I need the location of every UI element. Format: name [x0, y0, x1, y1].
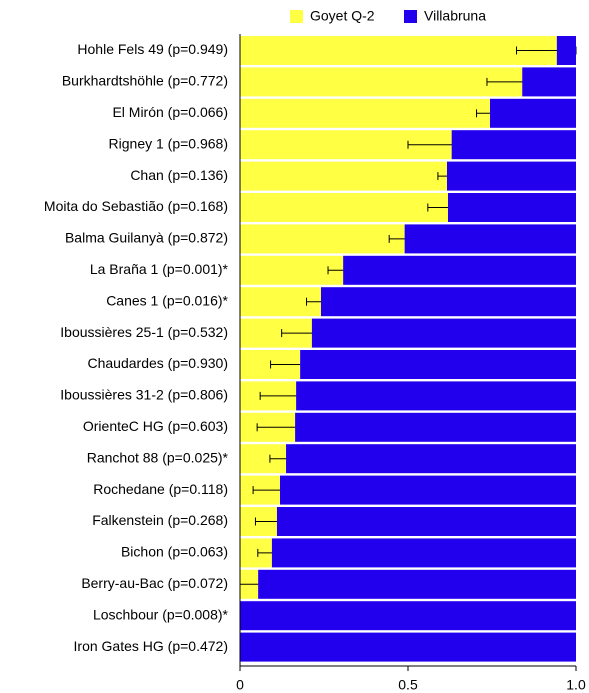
bar-segment: [279, 475, 576, 505]
bar-segment: [320, 287, 576, 317]
category-label: Burkhardtshöhle (p=0.772): [62, 73, 228, 89]
bar-segment: [446, 161, 576, 191]
bar-segment: [343, 255, 576, 285]
bar-segment: [276, 507, 576, 536]
category-label: Rigney 1 (p=0.968): [109, 135, 228, 151]
category-label: Iron Gates HG (p=0.472): [74, 638, 228, 654]
x-tick-label: 1.0: [566, 677, 586, 693]
bar-segment: [240, 193, 448, 222]
bar-segment: [404, 224, 576, 254]
category-label: Iboussières 25-1 (p=0.532): [60, 324, 228, 340]
category-label: Ranchot 88 (p=0.025)*: [87, 449, 229, 465]
bar-segment: [240, 255, 344, 285]
bar-segment: [447, 193, 576, 222]
category-label: Berry-au-Bac (p=0.072): [81, 575, 228, 591]
bar-segment: [240, 224, 405, 254]
category-label: Canes 1 (p=0.016)*: [106, 292, 228, 308]
bar-segment: [522, 67, 576, 97]
bar-segment: [296, 381, 576, 411]
bar-segment: [240, 98, 490, 128]
bar-segment: [311, 318, 576, 348]
category-label: Falkenstein (p=0.268): [92, 512, 228, 528]
bar-segment: [240, 601, 576, 631]
category-label: Chan (p=0.136): [130, 167, 228, 183]
x-tick-label: 0: [236, 677, 244, 693]
category-label: El Mirón (p=0.066): [112, 104, 228, 120]
bar-segment: [300, 350, 576, 379]
x-tick-label: 0.5: [398, 677, 418, 693]
category-label: Iboussières 31-2 (p=0.806): [60, 387, 228, 403]
bar-segment: [286, 444, 576, 474]
legend-swatch: [404, 10, 417, 23]
category-label: Balma Guilanyà (p=0.872): [65, 230, 228, 246]
bar-segment: [258, 569, 576, 599]
category-label: La Braña 1 (p=0.001)*: [90, 261, 229, 277]
category-label: Bichon (p=0.063): [121, 544, 228, 560]
category-label: Moita do Sebastião (p=0.168): [44, 198, 228, 214]
category-label: Rochedane (p=0.118): [93, 481, 228, 497]
bar-segment: [489, 98, 576, 128]
category-label: Chaudardes (p=0.930): [88, 355, 229, 371]
legend-swatch: [290, 10, 303, 23]
category-label: Loschbour (p=0.008)*: [93, 606, 229, 622]
category-label: Hohle Fels 49 (p=0.949): [77, 41, 228, 57]
bar-segment: [240, 632, 576, 662]
category-label: OrienteC HG (p=0.603): [83, 418, 228, 434]
bar-segment: [295, 412, 576, 442]
legend-label: Goyet Q-2: [310, 8, 375, 24]
bar-segment: [240, 161, 447, 191]
bar-segment: [556, 36, 576, 65]
bar-segment: [240, 36, 557, 65]
legend-label: Villabruna: [424, 8, 486, 24]
bar-segment: [271, 538, 576, 568]
bar-segment: [240, 67, 523, 97]
bar-segment: [451, 130, 576, 160]
